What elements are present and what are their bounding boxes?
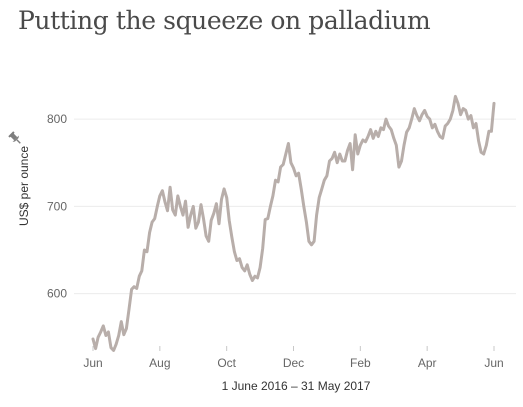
x-tick-label: Feb xyxy=(350,356,371,370)
palladium-price-line xyxy=(91,94,496,352)
x-axis-title: 1 June 2016 – 31 May 2017 xyxy=(222,379,371,393)
x-tick-label: Aug xyxy=(149,356,170,370)
x-tick-label: Jun xyxy=(484,356,503,370)
y-tick-label: 600 xyxy=(47,287,67,301)
pin-icon xyxy=(8,131,21,144)
x-tick-label: Oct xyxy=(217,356,236,370)
x-tick-label: Jun xyxy=(83,356,102,370)
y-axis-ticks: 600 700 800 xyxy=(47,112,67,301)
y-axis-title: US$ per ounce xyxy=(17,146,31,226)
x-tick-label: Apr xyxy=(418,356,437,370)
x-axis-ticks: Jun Aug Oct Dec Feb Apr Jun xyxy=(83,346,504,370)
chart-title: Putting the squeeze on palladium xyxy=(18,6,431,35)
gridlines xyxy=(74,118,516,295)
y-tick-label: 700 xyxy=(47,199,67,213)
y-tick-label: 800 xyxy=(47,112,67,126)
x-tick-label: Dec xyxy=(283,356,304,370)
